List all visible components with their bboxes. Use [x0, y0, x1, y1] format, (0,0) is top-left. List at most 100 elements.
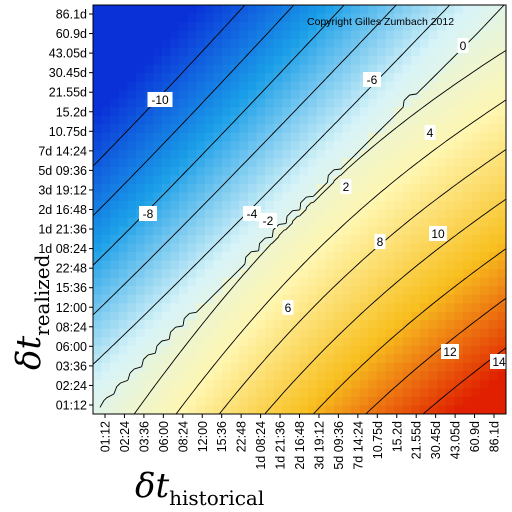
heatmap-cell [101, 320, 111, 330]
heatmap-cell [161, 218, 172, 228]
heatmap-cell [161, 183, 172, 194]
heatmap-cell [161, 81, 172, 91]
heatmap-cell [256, 132, 266, 142]
heatmap-cell [161, 107, 172, 117]
heatmap-cell [299, 396, 309, 407]
heatmap-cell [325, 209, 335, 219]
heatmap-cell [428, 328, 438, 338]
heatmap-cell [385, 166, 395, 177]
heatmap-cell [118, 124, 129, 134]
contour-label: -10 [151, 93, 169, 107]
heatmap-cell [127, 183, 137, 194]
contour-label: 2 [343, 180, 350, 194]
heatmap-cell [497, 320, 506, 330]
heatmap-cell [136, 294, 146, 304]
heatmap-cell [204, 132, 215, 142]
heatmap-cell [333, 354, 344, 364]
heatmap-cell [213, 396, 223, 407]
heatmap-cell [118, 30, 129, 40]
heatmap-cell [299, 5, 309, 15]
heatmap-cell [488, 56, 498, 66]
heatmap-cell [428, 158, 438, 168]
heatmap-cell [454, 124, 464, 134]
heatmap-cell [222, 303, 232, 313]
heatmap-cell [333, 124, 344, 134]
heatmap-cell [153, 405, 163, 414]
heatmap-cell [480, 90, 490, 100]
heatmap-cell [153, 13, 163, 23]
heatmap-cell [402, 286, 412, 296]
heatmap-cell [488, 294, 498, 304]
heatmap-cell [462, 192, 473, 202]
heatmap-cell [161, 166, 172, 177]
heatmap-cell [368, 158, 378, 168]
heatmap-cell [480, 200, 490, 211]
heatmap-cell [265, 252, 275, 262]
heatmap-cell [333, 396, 344, 407]
heatmap-cell [144, 175, 154, 185]
heatmap-cell [170, 388, 180, 398]
heatmap-cell [290, 345, 301, 355]
heatmap-cell [394, 286, 404, 296]
heatmap-cell [196, 396, 206, 407]
heatmap-cell [204, 149, 215, 159]
heatmap-cell [222, 141, 232, 151]
x-tick-label: 06:00 [157, 421, 171, 452]
heatmap-cell [437, 320, 447, 330]
heatmap-cell [239, 192, 249, 202]
heatmap-cell [118, 166, 129, 177]
heatmap-cell [325, 183, 335, 194]
heatmap-cell [110, 235, 120, 245]
heatmap-cell [299, 22, 309, 32]
heatmap-cell [488, 311, 498, 321]
heatmap-cell [179, 388, 189, 398]
heatmap-cell [256, 22, 266, 32]
heatmap-cell [290, 192, 301, 202]
heatmap-cell [110, 311, 120, 321]
heatmap-cell [161, 379, 172, 390]
heatmap-cell [290, 243, 301, 253]
heatmap-cell [222, 183, 232, 194]
heatmap-cell [325, 218, 335, 228]
heatmap-cell [273, 371, 283, 381]
heatmap-cell [368, 345, 378, 355]
heatmap-cell [179, 328, 189, 338]
heatmap-cell [437, 371, 447, 381]
heatmap-cell [480, 388, 490, 398]
heatmap-cell [273, 269, 283, 279]
heatmap-cell [359, 252, 369, 262]
y-axis-title-symbol: δt [9, 336, 49, 370]
heatmap-cell [273, 5, 283, 15]
heatmap-cell [222, 226, 232, 236]
heatmap-cell [230, 73, 240, 83]
heatmap-cell [153, 226, 163, 236]
heatmap-cell [368, 243, 378, 253]
heatmap-cell [385, 226, 395, 236]
heatmap-cell [247, 294, 258, 304]
heatmap-cell [179, 303, 189, 313]
heatmap-cell [239, 303, 249, 313]
heatmap-cell [136, 124, 146, 134]
heatmap-cell [179, 354, 189, 364]
heatmap-cell [110, 132, 120, 142]
heatmap-cell [462, 388, 473, 398]
heatmap-cell [385, 141, 395, 151]
heatmap-cell [196, 320, 206, 330]
heatmap-cell [471, 260, 481, 270]
contour-line [218, 149, 506, 414]
heatmap-cell [118, 175, 129, 185]
heatmap-cell [462, 286, 473, 296]
heatmap-cell [144, 81, 154, 91]
heatmap-cell [282, 320, 292, 330]
heatmap-cell [359, 132, 369, 142]
heatmap-cell [161, 235, 172, 245]
heatmap-cell [273, 124, 283, 134]
heatmap-cell [351, 192, 361, 202]
heatmap-cell [144, 141, 154, 151]
heatmap-cell [273, 47, 283, 57]
heatmap-cell [437, 107, 447, 117]
heatmap-cell [127, 149, 137, 159]
heatmap-cell [230, 47, 240, 57]
heatmap-cell [290, 379, 301, 390]
heatmap-cell [299, 303, 309, 313]
